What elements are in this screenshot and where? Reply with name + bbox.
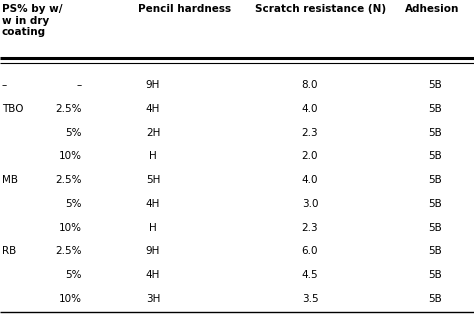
Text: 10%: 10% xyxy=(59,151,82,161)
Text: 10%: 10% xyxy=(59,223,82,233)
Text: 5B: 5B xyxy=(428,151,442,161)
Text: 4H: 4H xyxy=(146,199,160,209)
Text: PS% by w/
w in dry
coating: PS% by w/ w in dry coating xyxy=(2,4,63,37)
Text: 5B: 5B xyxy=(428,223,442,233)
Text: 5%: 5% xyxy=(65,199,82,209)
Text: 5B: 5B xyxy=(428,294,442,304)
Text: 2.5%: 2.5% xyxy=(55,104,82,114)
Text: 10%: 10% xyxy=(59,294,82,304)
Text: 5B: 5B xyxy=(428,270,442,280)
Text: 5B: 5B xyxy=(428,199,442,209)
Text: Pencil hardness: Pencil hardness xyxy=(138,4,231,14)
Text: 6.0: 6.0 xyxy=(302,247,318,257)
Text: –: – xyxy=(77,80,82,90)
Text: 2H: 2H xyxy=(146,128,160,137)
Text: 5%: 5% xyxy=(65,270,82,280)
Text: 4.0: 4.0 xyxy=(302,104,318,114)
Text: 2.5%: 2.5% xyxy=(55,247,82,257)
Text: 9H: 9H xyxy=(146,247,160,257)
Text: 5%: 5% xyxy=(65,128,82,137)
Text: –: – xyxy=(2,80,7,90)
Text: Scratch resistance (N): Scratch resistance (N) xyxy=(255,4,386,14)
Text: 3H: 3H xyxy=(146,294,160,304)
Text: 5B: 5B xyxy=(428,175,442,185)
Text: 3.5: 3.5 xyxy=(301,294,319,304)
Text: 9H: 9H xyxy=(146,80,160,90)
Text: H: H xyxy=(149,151,157,161)
Text: 2.0: 2.0 xyxy=(302,151,318,161)
Text: 4.5: 4.5 xyxy=(301,270,319,280)
Text: 5B: 5B xyxy=(428,247,442,257)
Text: 3.0: 3.0 xyxy=(302,199,318,209)
Text: Adhesion: Adhesion xyxy=(405,4,459,14)
Text: 8.0: 8.0 xyxy=(302,80,318,90)
Text: TBO: TBO xyxy=(2,104,24,114)
Text: 2.3: 2.3 xyxy=(301,223,319,233)
Text: RB: RB xyxy=(2,247,16,257)
Text: 2.5%: 2.5% xyxy=(55,175,82,185)
Text: MB: MB xyxy=(2,175,18,185)
Text: 5B: 5B xyxy=(428,128,442,137)
Text: 4.0: 4.0 xyxy=(302,175,318,185)
Text: 5B: 5B xyxy=(428,80,442,90)
Text: 5B: 5B xyxy=(428,104,442,114)
Text: H: H xyxy=(149,223,157,233)
Text: 5H: 5H xyxy=(146,175,160,185)
Text: 4H: 4H xyxy=(146,104,160,114)
Text: 4H: 4H xyxy=(146,270,160,280)
Text: 2.3: 2.3 xyxy=(301,128,319,137)
